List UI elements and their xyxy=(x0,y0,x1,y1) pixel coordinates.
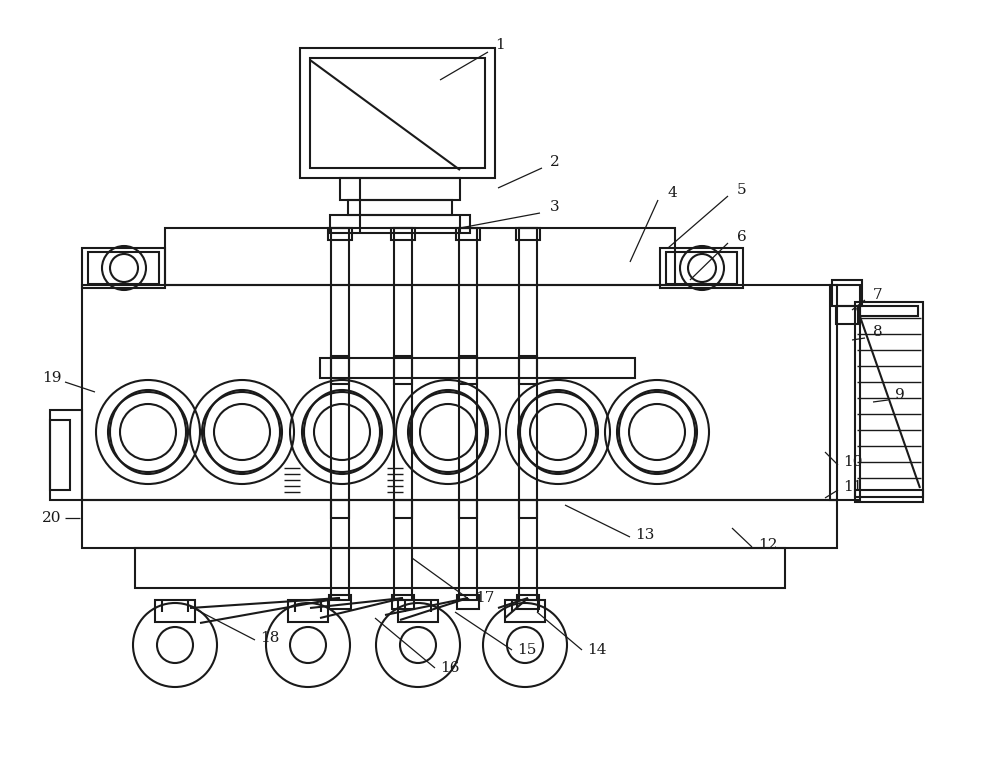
Bar xyxy=(82,248,165,288)
Bar xyxy=(88,252,159,284)
Bar xyxy=(340,178,460,200)
Bar xyxy=(165,228,675,285)
Bar xyxy=(50,420,70,490)
Text: 15: 15 xyxy=(517,643,537,657)
Bar xyxy=(660,248,743,288)
Bar xyxy=(320,358,635,378)
Bar xyxy=(519,500,537,600)
Bar xyxy=(519,356,537,384)
Bar xyxy=(394,356,412,384)
Bar xyxy=(330,215,470,233)
Bar xyxy=(348,200,452,215)
Bar xyxy=(135,548,785,588)
Text: 9: 9 xyxy=(895,388,905,402)
Bar xyxy=(398,600,438,622)
Bar xyxy=(505,600,545,622)
Text: 18: 18 xyxy=(260,631,280,645)
Text: 4: 4 xyxy=(667,186,677,200)
Text: 11: 11 xyxy=(843,480,863,494)
Bar xyxy=(456,228,480,240)
Bar xyxy=(394,500,412,600)
Text: 7: 7 xyxy=(873,288,883,302)
Bar xyxy=(459,500,477,600)
Bar xyxy=(331,356,349,384)
Bar xyxy=(836,306,858,324)
Text: 6: 6 xyxy=(737,230,747,244)
Text: 10: 10 xyxy=(843,455,863,469)
Bar xyxy=(855,490,923,502)
Bar xyxy=(457,595,479,609)
Bar xyxy=(328,228,352,240)
Text: 3: 3 xyxy=(550,200,560,214)
Bar xyxy=(519,228,537,518)
Bar xyxy=(50,410,82,500)
Text: 8: 8 xyxy=(873,325,883,339)
Bar xyxy=(666,252,737,284)
Text: 14: 14 xyxy=(587,643,607,657)
Text: 20: 20 xyxy=(42,511,62,525)
Bar xyxy=(392,595,414,609)
Bar xyxy=(329,595,351,609)
Text: 19: 19 xyxy=(42,371,62,385)
Text: 1: 1 xyxy=(495,38,505,52)
Bar xyxy=(459,356,477,384)
Bar xyxy=(300,48,495,178)
Bar xyxy=(517,595,539,609)
Bar xyxy=(830,285,860,500)
Text: 17: 17 xyxy=(475,591,495,605)
Bar xyxy=(394,228,412,518)
Bar xyxy=(331,500,349,600)
Bar xyxy=(82,500,837,548)
Text: 13: 13 xyxy=(635,528,655,542)
Bar xyxy=(459,228,477,518)
Bar xyxy=(860,306,918,316)
Bar xyxy=(855,302,923,497)
Text: 5: 5 xyxy=(737,183,747,197)
Bar xyxy=(516,228,540,240)
Bar xyxy=(288,600,328,622)
Bar xyxy=(331,228,349,518)
Bar xyxy=(391,228,415,240)
Text: 12: 12 xyxy=(758,538,778,552)
Text: 2: 2 xyxy=(550,155,560,169)
Bar xyxy=(832,280,862,306)
Bar xyxy=(82,285,837,500)
Bar xyxy=(155,600,195,622)
Text: 16: 16 xyxy=(440,661,460,675)
Bar xyxy=(310,58,485,168)
